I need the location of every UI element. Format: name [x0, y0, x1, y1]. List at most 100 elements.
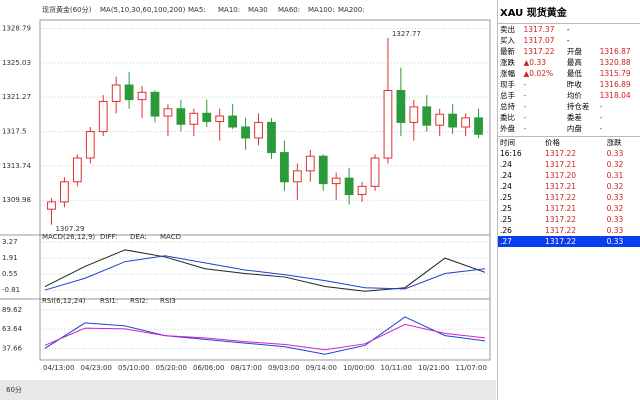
- candle-body: [228, 115, 238, 128]
- row: 买入 1317.07 -: [498, 35, 640, 46]
- y-tick-label: 1313.74: [2, 162, 31, 170]
- cell: 最低: [566, 69, 582, 78]
- legend-entry: RSI3: [160, 297, 176, 305]
- cell: .25: [500, 204, 512, 213]
- candle-body: [344, 177, 354, 196]
- ma-label: MA(5,10,30,60,100,200): [100, 6, 186, 14]
- candle-body: [422, 106, 432, 126]
- x-tick-label: 05/20:00: [156, 364, 187, 372]
- row: 委比 - 委差 -: [498, 112, 640, 123]
- candle-body: [124, 84, 134, 101]
- row: 总手 - 均价 1318.04: [498, 90, 640, 101]
- cell: 1315.79: [599, 69, 631, 78]
- y-tick-label: 3.27: [2, 238, 18, 246]
- cell: ▲0.02%: [523, 69, 554, 78]
- trade-table: 时间 价格 涨跌 16:16 1317.22 0.33 .24 1317.21 0.32 .24 1…: [498, 136, 640, 247]
- y-tick-label: 63.64: [2, 325, 23, 333]
- cell: 0.33: [606, 215, 624, 224]
- x-tick-label: 04/13:00: [43, 364, 74, 372]
- y-tick-label: 1317.5: [2, 128, 27, 136]
- cell: -: [523, 124, 527, 133]
- x-tick-label: 04/23:00: [81, 364, 112, 372]
- cell: 0.32: [606, 160, 624, 169]
- x-tick-label: 11/07:00: [456, 364, 487, 372]
- candle-body: [370, 157, 380, 187]
- cell: -: [566, 36, 570, 45]
- candle-body: [189, 112, 199, 125]
- quote-table: 卖出 1317.37- 买入 1317.07- 最新 1317.22 开盘 1316.87 涨跌…: [498, 24, 640, 134]
- cell: 1317.22: [523, 47, 555, 56]
- candle-body: [474, 117, 483, 135]
- cell: 外盘: [500, 124, 515, 133]
- cell: [598, 35, 640, 46]
- cell: .25: [500, 193, 512, 202]
- y-tick-label: 0.55: [2, 270, 18, 278]
- cell: 均价: [566, 91, 582, 100]
- cell: .24: [500, 171, 512, 180]
- cell: 1317.22: [545, 215, 577, 224]
- row: 16:16 1317.22 0.33: [498, 148, 640, 159]
- row: 外盘 - 内盘 -: [498, 123, 640, 134]
- cell: -: [599, 113, 603, 122]
- row: .26 1317.22 0.33: [498, 225, 640, 236]
- cell: 16:16: [500, 149, 522, 158]
- y-tick-label: 1321.27: [2, 93, 31, 101]
- y-tick-label: 1.91: [2, 254, 18, 262]
- cell: .27: [498, 236, 544, 247]
- candle-body: [435, 113, 445, 126]
- candle-body: [383, 89, 393, 159]
- row: 最新 1317.22 开盘 1316.87: [498, 46, 640, 57]
- y-tick-label: 37.66: [2, 345, 23, 353]
- cell: -: [566, 25, 570, 34]
- legend-entry: RSI2:: [130, 297, 148, 305]
- cell: .24: [500, 182, 512, 191]
- cell: 时间: [500, 138, 515, 147]
- candle-body: [267, 121, 276, 154]
- candle-body: [254, 121, 263, 139]
- cell: .24: [500, 160, 512, 169]
- ma-label: MA60:: [278, 6, 300, 14]
- cell: 现手: [500, 80, 515, 89]
- indicator-line: [44, 316, 486, 355]
- candle-body: [47, 201, 56, 210]
- x-tick-label: 09/03:00: [268, 364, 299, 372]
- bottom-bar: [0, 380, 496, 400]
- indicator-line: [44, 323, 486, 351]
- cell: -: [599, 102, 603, 111]
- legend-entry: MACD: [160, 233, 181, 241]
- legend-entry: DIFF:: [100, 233, 117, 241]
- candle-body: [331, 177, 341, 185]
- cell: 卖出: [500, 25, 515, 34]
- ma-label: MA200:: [338, 6, 365, 14]
- cell: 涨跌: [606, 138, 622, 147]
- cell: 涨幅: [500, 69, 515, 78]
- candle-body: [448, 113, 458, 128]
- quote-panel: XAU 现货黄金 卖出 1317.37 - 买入 1317.07 - 最新 1317.22 开盘…: [497, 0, 640, 400]
- y-tick-label: 89.62: [2, 306, 22, 314]
- ma-label: MA100:: [308, 6, 335, 14]
- ma-label: MA10:: [218, 6, 240, 14]
- row: 现手 - 昨收 1316.89: [498, 79, 640, 90]
- quote-title: XAU 现货黄金: [498, 0, 640, 24]
- cell: 1317.22: [545, 149, 577, 158]
- cell: 1316.89: [599, 80, 631, 89]
- cell: 1317.07: [523, 36, 555, 45]
- cell: 1317.20: [545, 171, 577, 180]
- cell: 内盘: [566, 124, 582, 133]
- row: .24 1317.20 0.31: [498, 170, 640, 181]
- cell: 1317.22: [545, 226, 577, 235]
- panel-title: MACD(26,12,9): [42, 233, 95, 241]
- candle-body: [292, 170, 302, 183]
- ma-label: MA5:: [188, 6, 206, 14]
- candle-body: [318, 155, 328, 185]
- cell: ▲0.33: [523, 58, 546, 67]
- cell: -: [523, 80, 527, 89]
- cell: 0.33: [606, 226, 624, 235]
- extreme-label: 1307.29: [55, 225, 84, 233]
- candle-body: [137, 91, 147, 101]
- cell: 1317.22: [545, 193, 577, 202]
- indicator-line: [44, 255, 486, 291]
- cell: 价格: [545, 138, 561, 147]
- cell: 1317.21: [545, 160, 577, 169]
- row: .27 1317.22 0.33: [498, 236, 640, 247]
